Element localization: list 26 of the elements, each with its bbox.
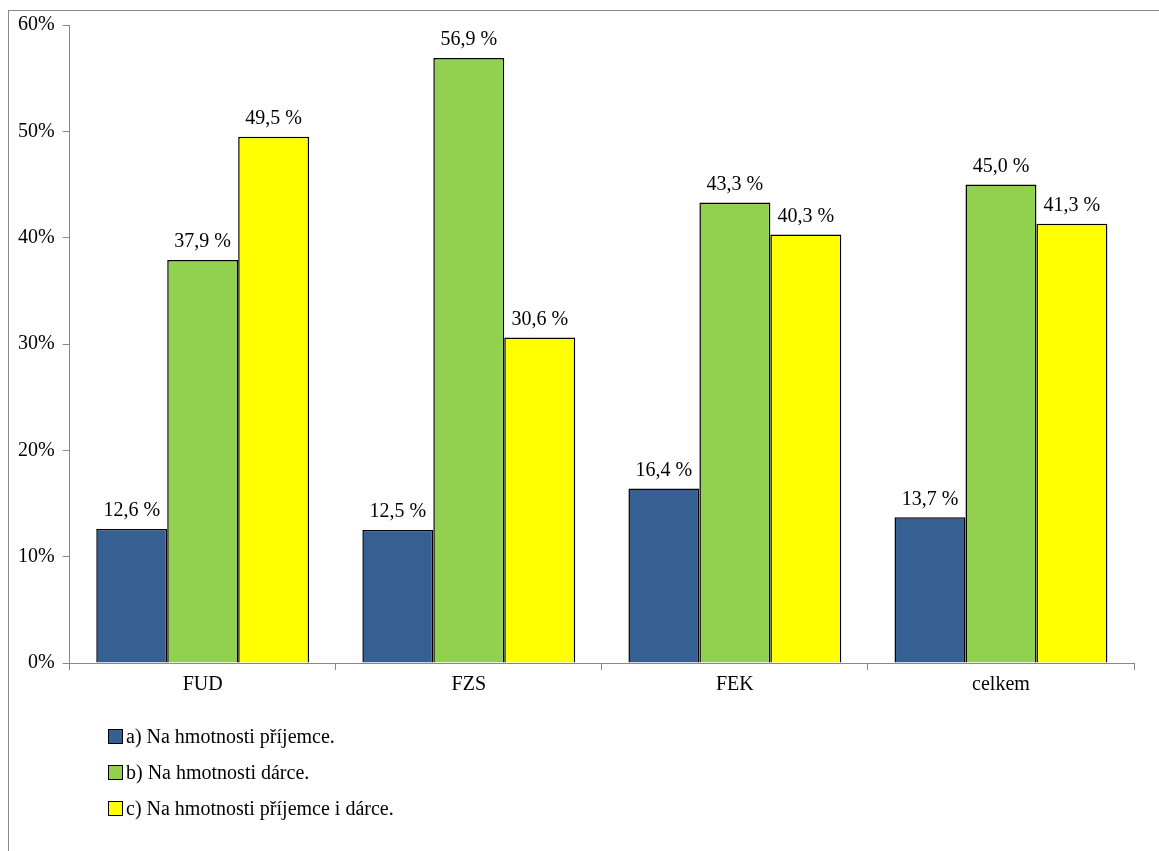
y-tick-label: 10% — [17, 543, 55, 566]
data-label: 13,7 % — [901, 486, 959, 509]
y-tick-label: 40% — [17, 224, 55, 247]
x-tick-label: FZS — [451, 672, 487, 695]
data-label: 16,4 % — [635, 457, 693, 480]
x-tick-label: celkem — [972, 672, 1031, 695]
y-tick-label: 50% — [17, 118, 55, 141]
legend-label: a) Na hmotnosti příjemce. — [126, 724, 335, 748]
data-label: 40,3 % — [777, 203, 835, 226]
data-label: 49,5 % — [245, 105, 302, 128]
data-label: 12,6 % — [103, 498, 161, 521]
x-tick-label: FEK — [715, 672, 755, 695]
data-label: 45,0 % — [972, 153, 1030, 176]
y-tick-label: 30% — [17, 331, 55, 354]
x-tick-label: FUD — [182, 672, 223, 695]
data-label: 37,9 % — [174, 229, 232, 252]
data-label: 12,5 % — [369, 499, 427, 522]
data-label: 41,3 % — [1043, 193, 1101, 216]
y-tick-label: 60% — [17, 12, 55, 35]
data-label: 30,6 % — [511, 306, 569, 329]
data-label: 56,9 % — [440, 27, 498, 50]
y-tick-label: 20% — [17, 437, 55, 460]
y-tick-label: 0% — [27, 650, 55, 673]
data-label: 43,3 % — [706, 171, 764, 194]
legend-label: c) Na hmotnosti příjemce i dárce. — [126, 796, 394, 820]
legend-label: b) Na hmotnosti dárce. — [126, 760, 310, 784]
